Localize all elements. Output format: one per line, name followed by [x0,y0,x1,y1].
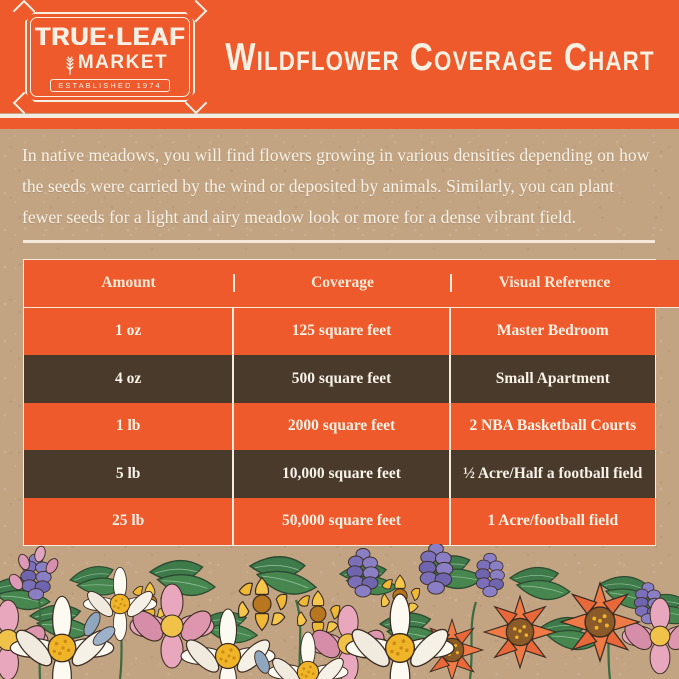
table-row: 25 lb 50,000 square feet 1 Acre/football… [24,497,655,545]
lupine-flowers [20,544,662,625]
cell-coverage: 50,000 square feet [232,497,451,545]
white-daisy-flowers [9,566,455,679]
cell-amount: 25 lb [112,512,145,530]
pink-buds [8,545,59,591]
header-rule-white [0,114,679,118]
foliage-layer [0,551,679,651]
header-rule-orange [0,118,679,129]
orange-gaillardia-flowers [420,582,640,679]
cell-reference: ½ Acre/Half a football field [463,464,643,482]
cell-amount: 5 lb [115,464,141,482]
blue-petal-accents [83,611,270,674]
cell-reference: 2 NBA Basketball Courts [469,417,637,435]
cell-coverage: 500 square feet [232,355,451,403]
logo-text-secondary: MARKET [77,51,169,73]
logo-badge-inner-frame: TRUE·LEAF MARKET ESTABLISHED 1974 [30,17,190,97]
cell-reference: Small Apartment [495,369,610,387]
table-row: 1 oz 125 square feet Master Bedroom [24,307,655,355]
header-band: TRUE·LEAF MARKET ESTABLISHED 1974 Wildfl… [0,0,679,115]
column-header-amount: Amount [101,274,156,292]
cell-amount: 1 oz [115,322,142,340]
section-divider [23,240,655,243]
table-row: 4 oz 500 square feet Small Apartment [24,355,655,403]
wheat-sheaf-icon [66,56,74,75]
cell-amount: 1 lb [115,417,141,435]
intro-paragraph: In native meadows, you will find flowers… [22,145,650,227]
column-header-reference: Visual Reference [498,274,611,292]
table-header-row: Amount Coverage Visual Reference [24,260,679,308]
wildflower-border-illustration [0,544,679,679]
cell-reference: Master Bedroom [496,322,609,340]
pink-cosmos-flowers [0,583,679,679]
logo-text-primary: TRUE·LEAF [34,22,186,51]
table-row: 5 lb 10,000 square feet ½ Acre/Half a fo… [24,450,655,498]
cell-coverage: 125 square feet [232,307,451,355]
page-title: Wildflower Coverage Chart [225,34,655,78]
logo-established-text: ESTABLISHED 1974 [50,78,170,92]
cell-amount: 4 oz [115,369,142,387]
cell-reference: 1 Acre/football field [487,512,619,530]
brand-logo[interactable]: TRUE·LEAF MARKET ESTABLISHED 1974 [12,0,208,115]
logo-badge-outer-frame [25,12,195,102]
table-row: 1 lb 2000 square feet 2 NBA Basketball C… [24,402,655,450]
cell-coverage: 2000 square feet [232,402,451,450]
stems-layer [34,581,612,679]
coverage-table: Amount Coverage Visual Reference Paper P… [23,259,679,546]
yellow-coreopsis-flowers [131,574,421,638]
cell-coverage: 10,000 square feet [232,450,451,498]
column-header-coverage: Coverage [233,274,452,293]
